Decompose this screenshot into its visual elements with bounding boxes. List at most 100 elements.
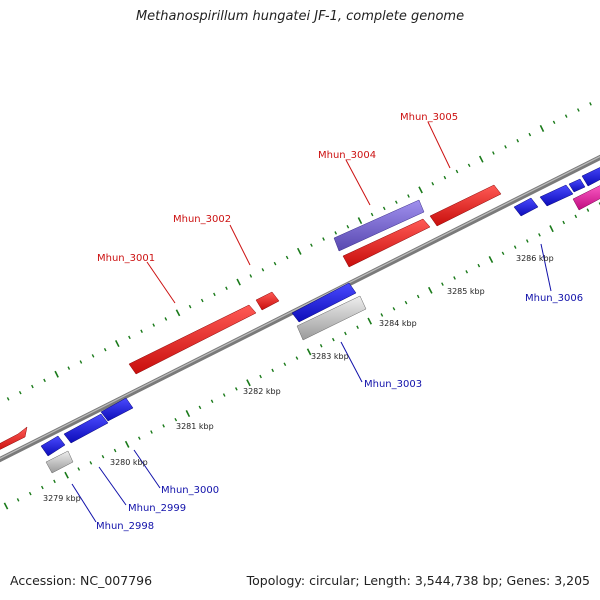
gene-arrow-mhun-3002[interactable] xyxy=(255,291,280,311)
ruler-tick xyxy=(210,399,214,404)
ruler-tick xyxy=(306,348,312,356)
ruler-tick xyxy=(516,138,520,143)
gene-arrow-mhun-2998[interactable] xyxy=(40,435,66,457)
ruler-tick xyxy=(164,317,168,321)
gene-label-mhun-3004[interactable]: Mhun_3004 xyxy=(318,150,376,161)
ruler-tick xyxy=(382,206,386,211)
gene-arrow-blue-c[interactable] xyxy=(581,165,600,187)
ruler-tick xyxy=(392,307,396,311)
ruler-tick xyxy=(175,309,181,317)
gene-arrow-mhun-3006[interactable] xyxy=(513,197,539,217)
gene-arrow-blue-b[interactable] xyxy=(568,178,586,193)
ruler-tick xyxy=(28,491,32,496)
kbp-label: 3279 kbp xyxy=(43,494,81,503)
ruler-tick xyxy=(492,151,495,155)
gene-arrow-mhun-3003[interactable] xyxy=(291,282,357,323)
kbp-label: 3286 kbp xyxy=(516,254,554,263)
gene-label-mhun-2999[interactable]: Mhun_2999 xyxy=(128,503,186,514)
ruler-tick xyxy=(441,282,444,286)
gene-arrow-pink[interactable] xyxy=(572,183,600,211)
ruler-tick xyxy=(198,405,202,410)
gene-label-mhun-2998[interactable]: Mhun_2998 xyxy=(96,521,154,532)
kbp-label: 3283 kbp xyxy=(311,352,349,361)
ruler-tick xyxy=(427,286,433,294)
gene-arrow-mhun-3000-left[interactable] xyxy=(0,426,28,452)
ruler-tick xyxy=(261,268,265,272)
kbp-label: 3285 kbp xyxy=(447,287,485,296)
ruler-tick xyxy=(54,370,59,378)
ruler-tick xyxy=(162,424,165,428)
ruler-tick xyxy=(467,163,471,168)
ruler-tick xyxy=(124,440,130,448)
ruler-tick xyxy=(453,276,456,280)
ruler-tick xyxy=(53,479,56,484)
ruler-tick xyxy=(43,378,46,383)
ruler-tick xyxy=(367,317,373,325)
genome-meta-text: Topology: circular; Length: 3,544,738 bp… xyxy=(246,573,590,588)
ruler-tick xyxy=(213,292,216,297)
genome-title: Methanospirillum hungatei JF-1, complete… xyxy=(135,9,465,24)
kbp-label: 3284 kbp xyxy=(379,319,417,328)
ruler-tick xyxy=(64,471,69,479)
ruler-tick xyxy=(234,387,238,391)
ruler-tick xyxy=(525,239,529,243)
gene-label-mhun-3002[interactable]: Mhun_3002 xyxy=(173,214,231,225)
ruler-tick xyxy=(344,331,347,336)
ruler-tick xyxy=(576,108,580,112)
gene-label-mhun-3001[interactable]: Mhun_3001 xyxy=(97,253,155,264)
ruler-tick xyxy=(174,417,178,422)
gene-label-mhun-3000[interactable]: Mhun_3000 xyxy=(161,485,219,496)
gene-arrow-mhun-3005[interactable] xyxy=(429,184,502,227)
ruler-tick xyxy=(574,214,578,219)
ruler-tick xyxy=(89,461,93,465)
gene-block-gray-3003[interactable] xyxy=(296,295,367,341)
ruler-tick xyxy=(478,155,484,163)
gene-label-mhun-3005[interactable]: Mhun_3005 xyxy=(400,112,458,123)
ruler-tick xyxy=(331,337,335,342)
ruler-tick xyxy=(18,390,22,395)
ruler-tick xyxy=(285,255,289,260)
gene-label-mhun-3006[interactable]: Mhun_3006 xyxy=(525,293,583,304)
ruler-tick xyxy=(443,175,447,180)
ruler-tick xyxy=(140,329,143,334)
gene-arrow-mhun-2999[interactable] xyxy=(63,413,109,444)
leader-lines xyxy=(71,121,552,523)
ruler-tick xyxy=(185,410,191,418)
gene-label-mhun-3003[interactable]: Mhun_3003 xyxy=(364,379,422,390)
gene-block-purple[interactable] xyxy=(333,199,425,252)
ruler-tick xyxy=(67,366,71,370)
ruler-tick xyxy=(346,224,350,229)
ruler-tick xyxy=(357,217,363,225)
ruler-tick xyxy=(370,212,374,217)
ruler-tick xyxy=(91,354,95,358)
accession-text: Accession: NC_007796 xyxy=(10,573,153,588)
ruler-tick xyxy=(128,335,131,340)
ruler-tick xyxy=(549,225,554,233)
ruler-tick xyxy=(407,194,410,198)
ruler-tick xyxy=(562,220,566,225)
ruler-tick xyxy=(513,245,517,249)
ruler-tick xyxy=(114,340,120,348)
gene-arrow-mhun-3000[interactable] xyxy=(100,397,134,422)
gene-arrow-mhun-3004[interactable] xyxy=(342,218,431,268)
gene-block-gray-left[interactable] xyxy=(45,450,74,474)
lower-ruler-ticks xyxy=(3,202,600,510)
ruler-tick xyxy=(295,356,299,360)
gene-arrow-blue-a[interactable] xyxy=(539,184,574,207)
ruler-tick xyxy=(3,502,9,510)
ruler-tick xyxy=(16,498,20,502)
ruler-tick xyxy=(222,393,226,397)
ruler-tick xyxy=(101,454,105,459)
ruler-tick xyxy=(236,278,241,286)
kbp-scale-labels: 3279 kbp 3280 kbp 3281 kbp 3282 kbp 3283… xyxy=(43,254,554,503)
ruler-tick xyxy=(283,362,287,367)
ruler-tick xyxy=(225,286,228,291)
ruler-tick xyxy=(552,120,556,125)
ruler-tick xyxy=(416,294,420,299)
ruler-tick xyxy=(271,368,275,373)
gene-arrow-mhun-3001[interactable] xyxy=(128,304,257,375)
kbp-label: 3282 kbp xyxy=(243,387,281,396)
ruler-tick xyxy=(356,325,359,330)
ruler-tick xyxy=(564,114,568,118)
